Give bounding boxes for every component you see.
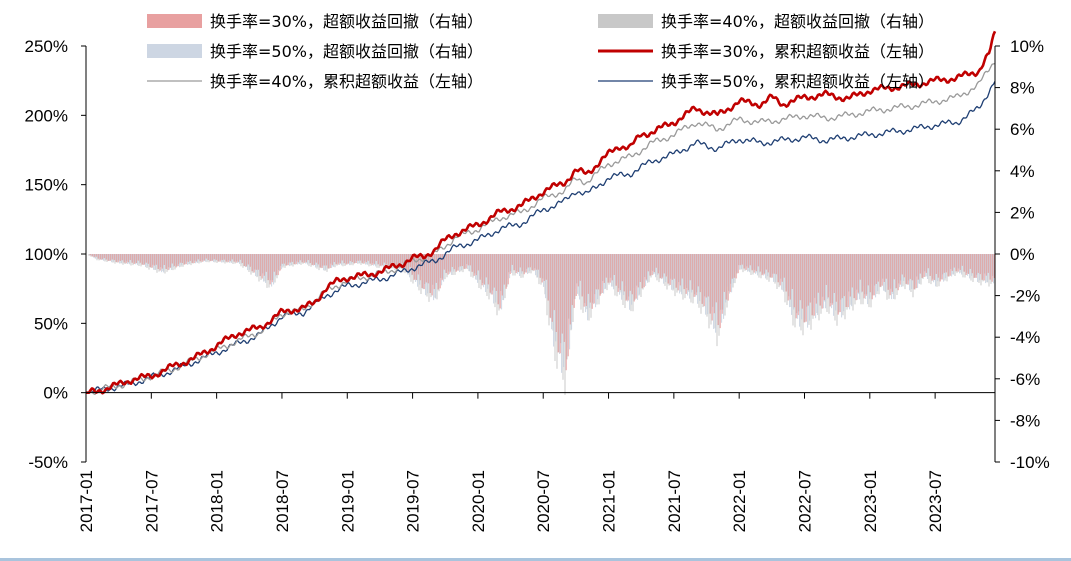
- drawdown-layer-3: [89, 254, 995, 371]
- x-tick-label: 2018-01: [208, 470, 227, 532]
- x-tick-label: 2023-07: [926, 470, 945, 532]
- legend-item: 换手率=50%，超额收益回撤（右轴）: [147, 42, 483, 61]
- left-tick-label: 150%: [25, 176, 68, 195]
- right-tick-label: -6%: [1010, 370, 1040, 389]
- left-tick-label: -50%: [28, 453, 68, 472]
- x-tick-label: 2022-07: [795, 470, 814, 532]
- x-tick-label: 2018-07: [273, 470, 292, 532]
- x-tick-label: 2022-01: [730, 470, 749, 532]
- left-tick-label: 250%: [25, 37, 68, 56]
- right-tick-label: -2%: [1010, 287, 1040, 306]
- legend-label: 换手率=50%，累积超额收益（左轴）: [661, 72, 934, 91]
- left-axis: -50% 0% 50% 100% 150% 200% 250%: [25, 37, 87, 472]
- x-tick-label: 2020-01: [469, 470, 488, 532]
- x-tick-label: 2020-07: [534, 470, 553, 532]
- right-tick-label: 10%: [1010, 37, 1044, 56]
- legend-swatch: [147, 44, 202, 58]
- legend: 换手率=30%，超额收益回撤（右轴） 换手率=40%，超额收益回撤（右轴） 换手率=…: [147, 12, 934, 91]
- left-tick-label: 100%: [25, 245, 68, 264]
- legend-label: 换手率=50%，超额收益回撤（右轴）: [210, 42, 483, 61]
- legend-item: 换手率=30%，累积超额收益（左轴）: [598, 42, 934, 61]
- drawdown-bars: [88, 254, 995, 395]
- right-tick-label: 6%: [1010, 120, 1035, 139]
- right-tick-label: 4%: [1010, 162, 1035, 181]
- legend-item: 换手率=40%，超额收益回撤（右轴）: [598, 12, 934, 31]
- cumulative-lines: [86, 30, 997, 396]
- right-tick-label: 0%: [1010, 245, 1035, 264]
- legend-item: 换手率=30%，超额收益回撤（右轴）: [147, 12, 483, 31]
- right-tick-label: 8%: [1010, 79, 1035, 98]
- drawdown-layer-2: [89, 254, 995, 373]
- x-tick-label: 2021-01: [600, 470, 619, 532]
- legend-item: 换手率=50%，累积超额收益（左轴）: [598, 72, 934, 91]
- legend-label: 换手率=30%，超额收益回撤（右轴）: [210, 12, 483, 31]
- x-tick-label: 2021-07: [665, 470, 684, 532]
- x-tick-label: 2017-07: [142, 470, 161, 532]
- legend-swatch: [598, 14, 653, 28]
- legend-swatch: [147, 14, 202, 28]
- right-axis: -10% -8% -6% -4% -2% 0% 2% 4% 6% 8% 10%: [994, 37, 1050, 472]
- x-axis: 2017-01 2017-07 2018-01 2018-07 2019-01 2019-…: [77, 392, 995, 532]
- drawdown-layer-1: [88, 254, 994, 395]
- left-tick-label: 0%: [43, 384, 68, 403]
- right-tick-label: -8%: [1010, 411, 1040, 430]
- series-line-1: [86, 30, 997, 395]
- legend-label: 换手率=40%，累积超额收益（左轴）: [210, 72, 483, 91]
- right-tick-label: -4%: [1010, 328, 1040, 347]
- x-tick-label: 2017-01: [77, 470, 96, 532]
- left-tick-label: 50%: [34, 314, 68, 333]
- left-tick-label: 200%: [25, 106, 68, 125]
- x-tick-label: 2019-07: [404, 470, 423, 532]
- right-tick-label: 2%: [1010, 203, 1035, 222]
- right-tick-label: -10%: [1010, 453, 1050, 472]
- legend-label: 换手率=40%，超额收益回撤（右轴）: [661, 12, 934, 31]
- x-tick-label: 2019-01: [338, 470, 357, 532]
- series-line-2: [86, 62, 996, 396]
- legend-label: 换手率=30%，累积超额收益（左轴）: [661, 42, 934, 61]
- bottom-rule: [0, 558, 1071, 561]
- x-tick-label: 2023-01: [861, 470, 880, 532]
- legend-item: 换手率=40%，累积超额收益（左轴）: [147, 72, 483, 91]
